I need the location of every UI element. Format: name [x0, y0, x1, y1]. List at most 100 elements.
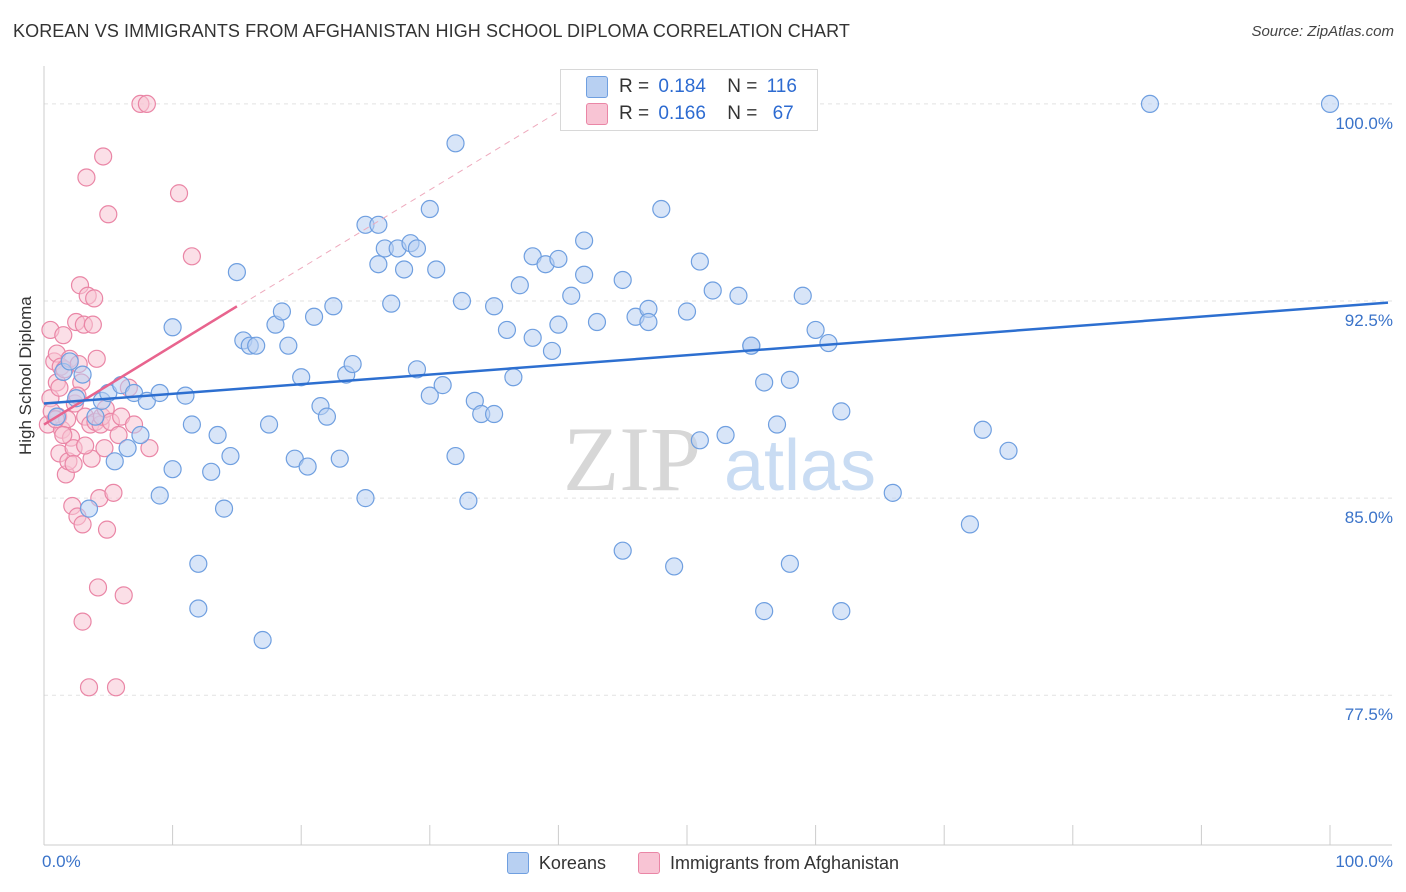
- legend-label-afghan: Immigrants from Afghanistan: [669, 852, 900, 873]
- korean-point: [806, 320, 825, 340]
- legend-item-afghan[interactable]: Immigrants from Afghanistan: [637, 852, 900, 874]
- korean-point: [793, 286, 812, 305]
- korean-point: [343, 354, 362, 374]
- afghan-point: [97, 520, 117, 539]
- afghan-point: [140, 439, 159, 458]
- afghan-point: [109, 425, 128, 445]
- afghan-point: [182, 247, 201, 266]
- korean-point: [729, 286, 748, 305]
- afghan-n-label: N =: [727, 103, 758, 124]
- korean-points: [47, 94, 1340, 650]
- korean-point: [485, 297, 504, 316]
- watermark-atlas: atlas: [724, 426, 876, 506]
- korean-point: [755, 373, 774, 392]
- korean-point: [542, 341, 562, 361]
- korean-point: [562, 286, 581, 305]
- afghan-point: [83, 315, 102, 334]
- afghan-point: [76, 436, 95, 455]
- korean-point: [279, 336, 298, 355]
- korean-point: [703, 281, 722, 300]
- y-axis-label: High School Diploma: [16, 296, 35, 455]
- korean-point: [575, 265, 594, 284]
- korean-point: [504, 368, 523, 387]
- korean-point: [60, 352, 79, 371]
- legend-item-koreans[interactable]: Koreans: [506, 852, 606, 874]
- afghan-swatch: [586, 103, 608, 125]
- afghan-point: [106, 678, 126, 697]
- korean-point: [613, 541, 632, 560]
- y-tick-label: 77.5%: [1344, 705, 1393, 725]
- legend-swatch-afghan: [637, 852, 660, 874]
- watermark: ZIP atlas: [563, 408, 876, 510]
- trend-lines: [43, 103, 1389, 426]
- korean-point: [497, 320, 517, 340]
- legend-swatch-koreans: [506, 852, 529, 874]
- korean-point: [999, 441, 1018, 460]
- afghan-point: [87, 349, 106, 368]
- afghan-points: [38, 94, 201, 697]
- bottom-legend: Koreans Immigrants from Afghanistan: [0, 852, 1406, 874]
- korean-point: [247, 336, 266, 355]
- afghan-point: [54, 425, 73, 445]
- korean-point: [420, 199, 439, 219]
- afghan-point: [77, 168, 96, 187]
- afghan-point: [137, 94, 156, 114]
- y-tick-label: 85.0%: [1344, 508, 1393, 528]
- korean-point: [427, 260, 446, 279]
- koreans-swatch: [586, 76, 608, 98]
- korean-point: [523, 328, 542, 347]
- korean-point: [665, 557, 684, 576]
- afghan-point: [94, 147, 113, 166]
- korean-point: [86, 407, 105, 426]
- korean-point: [446, 446, 465, 466]
- korean-point: [304, 307, 324, 326]
- korean-point: [716, 425, 735, 445]
- korean-point: [452, 291, 472, 311]
- korean-point: [189, 554, 208, 573]
- source-label: Source: ZipAtlas.com: [1251, 23, 1394, 40]
- korean-point: [755, 602, 774, 621]
- korean-point: [227, 262, 246, 282]
- y-tick-label: 100.0%: [1335, 113, 1393, 133]
- korean-point: [973, 420, 992, 439]
- watermark-zip: ZIP: [563, 408, 701, 510]
- korean-point: [259, 415, 279, 434]
- korean-point: [356, 489, 375, 508]
- korean-point: [407, 239, 427, 258]
- korean-point: [163, 460, 182, 479]
- korean-point: [292, 368, 311, 387]
- korean-point: [832, 402, 851, 421]
- korean-point: [324, 297, 343, 316]
- korean-point: [433, 376, 452, 395]
- korean-point: [549, 315, 568, 334]
- afghan-r-value: 0.166: [658, 103, 706, 124]
- korean-point: [105, 452, 124, 471]
- korean-point: [369, 215, 388, 234]
- korean-point: [214, 499, 234, 518]
- koreans-n-label: N =: [727, 76, 758, 97]
- afghan-trend-line: [43, 305, 238, 426]
- korean-point: [510, 276, 529, 295]
- afghan-point: [99, 205, 118, 224]
- korean-point: [883, 483, 902, 502]
- korean-point: [176, 386, 195, 405]
- afghan-r-label: R =: [619, 103, 650, 124]
- korean-point: [73, 365, 92, 384]
- korean-point: [79, 499, 99, 518]
- korean-point: [317, 407, 337, 426]
- korean-point: [485, 404, 504, 424]
- korean-point: [459, 491, 478, 510]
- korean-point: [208, 425, 227, 445]
- chart-title: KOREAN VS IMMIGRANTS FROM AFGHANISTAN HI…: [13, 21, 850, 41]
- koreans-r-label: R =: [619, 76, 650, 97]
- stats-legend: R = 0.184 N = 116 R = 0.166 N = 67: [560, 69, 818, 131]
- korean-point: [575, 231, 594, 250]
- korean-point: [131, 425, 150, 445]
- korean-point: [652, 199, 671, 219]
- afghan-point: [79, 678, 99, 697]
- korean-point: [549, 249, 568, 269]
- afghan-point: [54, 326, 73, 345]
- axes: [43, 66, 1392, 846]
- korean-point: [221, 446, 240, 466]
